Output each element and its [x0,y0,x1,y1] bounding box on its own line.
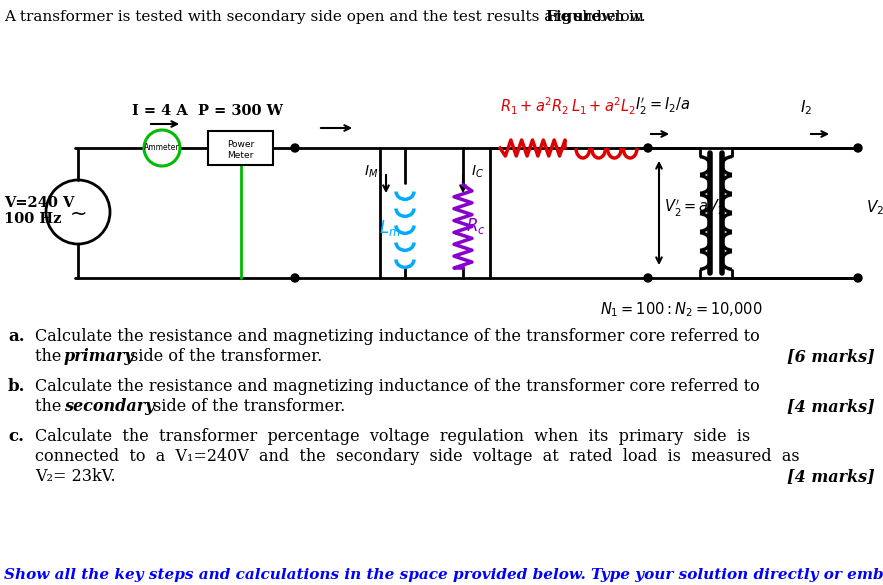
Text: $N_1=100 : N_2=10{,}000$: $N_1=100 : N_2=10{,}000$ [600,300,763,319]
Text: the: the [35,348,66,365]
Circle shape [854,144,862,152]
Text: $R_c$: $R_c$ [466,216,486,236]
Text: A transformer is tested with secondary side open and the test results are shown : A transformer is tested with secondary s… [4,10,649,24]
Text: Calculate  the  transformer  percentage  voltage  regulation  when  its  primary: Calculate the transformer percentage vol… [35,428,751,445]
Text: [4 marks]: [4 marks] [788,468,875,485]
Text: Figure: Figure [545,10,601,24]
Text: the: the [35,398,66,415]
Text: a.: a. [8,328,25,345]
Text: $V_2$: $V_2$ [866,199,883,218]
Text: $I_2$: $I_2$ [800,98,812,117]
Text: side of the transformer.: side of the transformer. [125,348,322,365]
Text: V₂= 23kV.: V₂= 23kV. [35,468,116,485]
Circle shape [644,144,652,152]
Text: secondary: secondary [64,398,155,415]
Circle shape [291,274,299,282]
Text: $I_C$: $I_C$ [471,164,484,180]
Text: V=240 V: V=240 V [4,196,74,210]
Text: Meter: Meter [227,151,253,160]
Text: Calculate the resistance and magnetizing inductance of the transformer core refe: Calculate the resistance and magnetizing… [35,328,759,345]
Text: 100 Hz: 100 Hz [4,212,62,226]
Circle shape [854,274,862,282]
FancyBboxPatch shape [208,131,273,165]
Text: connected  to  a  V₁=240V  and  the  secondary  side  voltage  at  rated  load  : connected to a V₁=240V and the secondary… [35,448,800,465]
Text: $L_1+a^2L_2$: $L_1+a^2L_2$ [571,95,637,117]
Text: b.: b. [8,378,26,395]
Text: side of the transformer.: side of the transformer. [148,398,345,415]
Text: Power: Power [227,140,254,149]
Text: [6 marks]: [6 marks] [788,348,875,365]
Circle shape [291,144,299,152]
Text: [4 marks]: [4 marks] [788,398,875,415]
Text: primary: primary [64,348,134,365]
Text: Calculate the resistance and magnetizing inductance of the transformer core refe: Calculate the resistance and magnetizing… [35,378,759,395]
Text: I = 4 A: I = 4 A [132,104,188,118]
Text: $I_2' =I_2/a$: $I_2' =I_2/a$ [635,96,691,117]
Text: $I_M$: $I_M$ [364,164,378,180]
Text: P = 300 W: P = 300 W [198,104,283,118]
Text: c.: c. [8,428,24,445]
Circle shape [644,274,652,282]
Text: Ammeter: Ammeter [144,143,180,153]
Text: Show all the key steps and calculations in the space provided below. Type your s: Show all the key steps and calculations … [4,568,883,582]
Circle shape [144,130,180,166]
Text: below.: below. [592,10,645,24]
Text: $V_2' =aV_2$: $V_2' =aV_2$ [664,198,725,219]
Text: ~: ~ [69,204,87,224]
Text: $R_1+a^2R_2$: $R_1+a^2R_2$ [500,95,570,117]
Text: $L_m$: $L_m$ [379,218,401,238]
